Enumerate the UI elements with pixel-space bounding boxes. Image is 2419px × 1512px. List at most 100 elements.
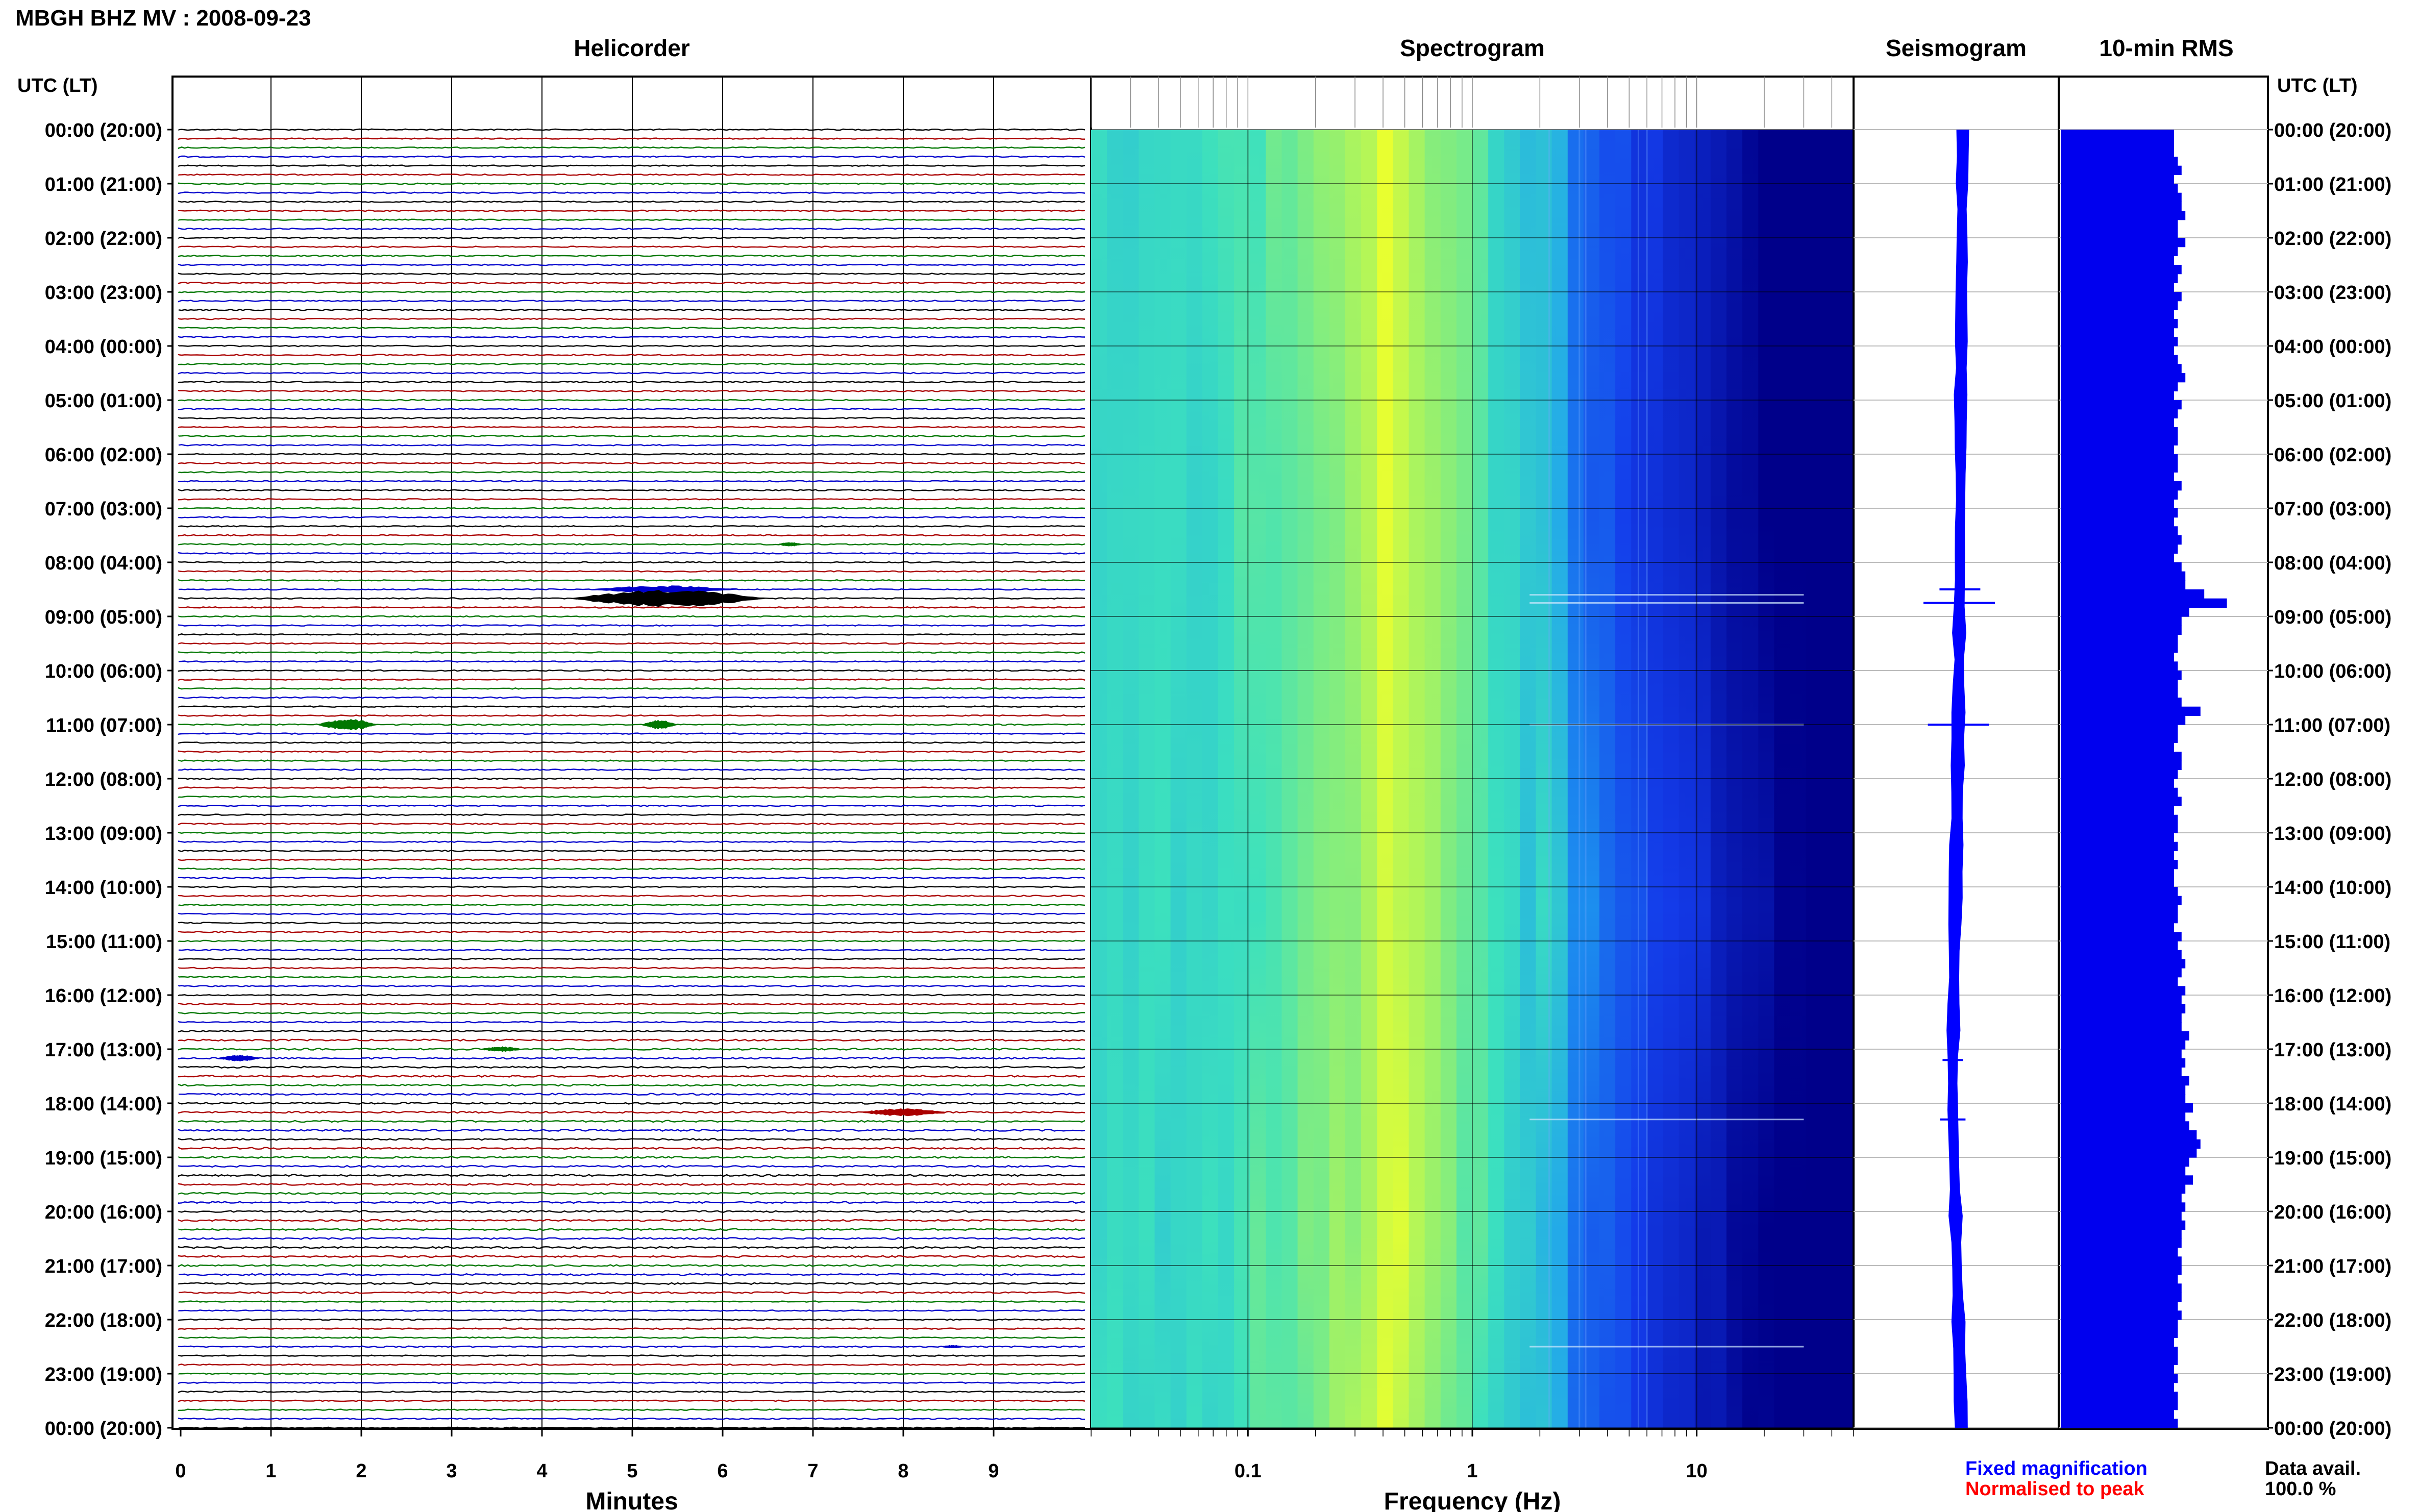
rms-bar xyxy=(2061,1157,2189,1167)
time-label-left: 11:00 (07:00) xyxy=(46,715,162,736)
rms-bar xyxy=(2061,896,2182,905)
helicorder-trace xyxy=(178,498,1085,501)
seismic-event xyxy=(569,590,768,607)
rms-bar xyxy=(2061,238,2186,247)
time-label-right: 14:00 (10:00) xyxy=(2274,877,2391,899)
helicorder-trace xyxy=(178,435,1085,438)
utc-lt-label-right: UTC (LT) xyxy=(2277,75,2358,96)
seismic-event xyxy=(316,719,380,730)
rms-bar xyxy=(2061,986,2186,996)
rms-bar xyxy=(2061,138,2174,148)
rms-bar xyxy=(2061,165,2182,175)
helicorder-trace xyxy=(178,1336,1085,1339)
rms-bar xyxy=(2061,679,2178,689)
rms-bar xyxy=(2061,427,2178,437)
time-labels-right: 00:00 (20:00) 01:00 (21:00) 02:00 (22:00) 0… xyxy=(2268,120,2391,1440)
rms-bar xyxy=(2061,1419,2178,1428)
rms-bar xyxy=(2061,770,2178,779)
rms-bar xyxy=(2061,760,2182,770)
helicorder-trace xyxy=(178,1192,1085,1195)
rms-bar xyxy=(2061,779,2174,788)
time-label-left: 18:00 (14:00) xyxy=(45,1094,162,1115)
frequency-tick-label: 0.1 xyxy=(1235,1460,1262,1482)
rms-bar xyxy=(2061,175,2174,184)
helicorder-trace xyxy=(178,389,1085,392)
helicorder-trace xyxy=(178,272,1085,276)
rms-panel xyxy=(2058,76,2269,1430)
helicorder-trace xyxy=(178,227,1085,230)
helicorder-trace xyxy=(178,939,1085,943)
helicorder-trace xyxy=(178,1345,1085,1348)
rms-bar xyxy=(2061,905,2178,914)
seismogram-spikes xyxy=(1923,588,1995,1121)
time-label-right: 00:00 (20:00) xyxy=(2274,120,2391,141)
rms-bar xyxy=(2061,1121,2189,1131)
rms-bar xyxy=(2061,553,2174,563)
helicorder-trace xyxy=(178,1137,1085,1141)
helicorder-trace xyxy=(178,1102,1085,1105)
helicorder-trace xyxy=(178,1291,1085,1294)
helicorder-trace xyxy=(178,1156,1085,1159)
helicorder-trace xyxy=(178,1065,1085,1069)
rms-bar xyxy=(2061,1256,2182,1266)
helicorder-trace xyxy=(178,371,1085,375)
helicorder-trace xyxy=(178,678,1085,681)
time-label-left: 10:00 (06:00) xyxy=(45,661,162,682)
helicorder-trace xyxy=(178,615,1085,618)
time-label-left: 06:00 (02:00) xyxy=(45,444,162,466)
time-label-left: 16:00 (12:00) xyxy=(45,985,162,1007)
helicorder-trace xyxy=(178,164,1085,167)
rms-bar xyxy=(2061,1355,2178,1365)
time-label-left: 14:00 (10:00) xyxy=(45,877,162,899)
rms-bar xyxy=(2061,147,2174,157)
helicorder-trace xyxy=(178,480,1085,483)
helicorder-trace xyxy=(178,516,1085,518)
rms-bar xyxy=(2061,1067,2182,1077)
rms-bar xyxy=(2061,1374,2178,1383)
helicorder-trace xyxy=(178,408,1085,411)
rms-bar xyxy=(2061,1409,2174,1419)
time-label-right: 06:00 (02:00) xyxy=(2274,444,2391,466)
helicorder-trace xyxy=(178,696,1085,699)
helicorder-trace xyxy=(178,579,1085,582)
helicorder-trace xyxy=(178,381,1085,384)
rms-bar xyxy=(2061,355,2178,364)
helicorder-traces xyxy=(178,128,1085,1429)
time-label-left: 23:00 (19:00) xyxy=(45,1364,162,1385)
rms-bar xyxy=(2061,698,2182,707)
time-label-left: 09:00 (05:00) xyxy=(45,607,162,628)
rms-bar xyxy=(2061,1022,2182,1032)
time-label-right: 03:00 (23:00) xyxy=(2274,282,2391,304)
helicorder-trace xyxy=(178,957,1085,960)
time-label-right: 21:00 (17:00) xyxy=(2274,1256,2391,1277)
minute-tick-label: 4 xyxy=(536,1460,547,1482)
helicorder-trace xyxy=(178,1399,1085,1402)
rms-bar xyxy=(2061,1076,2189,1086)
seismogram-envelope xyxy=(1946,130,1969,1428)
helicorder-trace xyxy=(178,399,1085,402)
rms-bar xyxy=(2061,535,2182,545)
helicorder-trace xyxy=(178,984,1085,987)
seismogram-panel-title: Seismogram xyxy=(1886,35,2027,61)
rms-bar xyxy=(2061,1238,2182,1248)
helicorder-trace xyxy=(178,462,1085,464)
helicorder-trace xyxy=(178,1309,1085,1312)
helicorder-trace xyxy=(178,1038,1085,1042)
helicorder-trace xyxy=(178,741,1085,744)
helicorder-trace xyxy=(178,182,1085,185)
time-label-right: 16:00 (12:00) xyxy=(2274,985,2391,1007)
helicorder-panel-title: Helicorder xyxy=(574,35,690,61)
station-title: MBGH BHZ MV : 2008-09-23 xyxy=(15,6,311,31)
rms-bar xyxy=(2061,1184,2186,1194)
time-label-right: 13:00 (09:00) xyxy=(2274,823,2391,845)
rms-bar xyxy=(2061,1166,2186,1176)
frequency-tick-label: 10 xyxy=(1686,1460,1708,1482)
helicorder-trace xyxy=(178,624,1085,627)
rms-bar xyxy=(2061,265,2182,275)
rms-bar xyxy=(2061,932,2182,941)
rms-bar xyxy=(2061,400,2182,410)
rms-bar xyxy=(2061,1337,2174,1347)
minute-tick-label: 7 xyxy=(807,1460,818,1482)
helicorder-trace xyxy=(178,1056,1085,1060)
rms-bar xyxy=(2061,1013,2182,1023)
